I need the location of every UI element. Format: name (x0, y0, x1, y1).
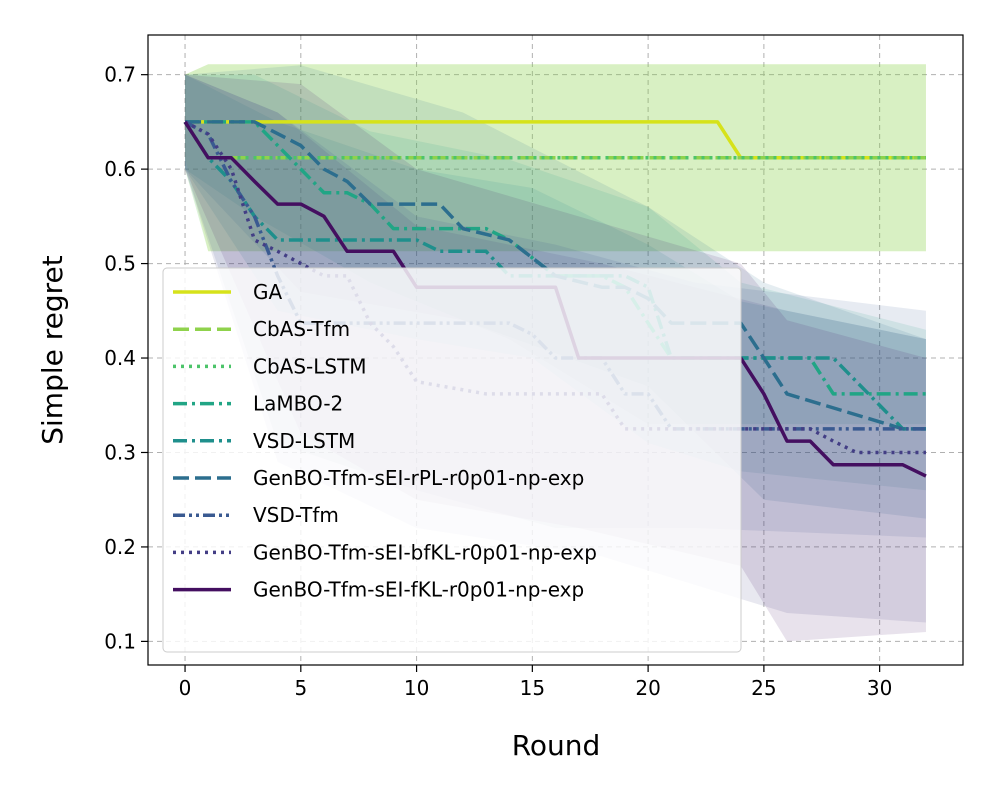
legend-label: GenBO-Tfm-sEI-bfKL-r0p01-np-exp (253, 540, 597, 564)
legend-label: GA (253, 280, 282, 304)
legend-label: GenBO-Tfm-sEI-rPL-r0p01-np-exp (253, 466, 584, 490)
legend-box (162, 267, 742, 653)
y-tick-label: 0.6 (104, 157, 136, 181)
x-tick-label: 5 (294, 676, 307, 700)
y-tick-label: 0.1 (104, 629, 136, 653)
x-tick-label: 0 (179, 676, 192, 700)
legend-label: CbAS-Tfm (253, 317, 350, 341)
line-VSD-LSTM (183, 120, 926, 431)
x-tick-label: 25 (751, 676, 776, 700)
legend: GA CbAS-Tfm CbAS-LSTM LaMBO-2 VSD-LSTM GenBO-… (162, 267, 742, 653)
legend-label: LaMBO-2 (253, 392, 343, 416)
x-tick-label: 20 (635, 676, 660, 700)
plot-frame (147, 34, 964, 666)
x-tick-label: 15 (520, 676, 545, 700)
x-tick-label: 10 (404, 676, 429, 700)
y-tick-label: 0.3 (104, 440, 136, 464)
x-axis-label: Round (512, 729, 601, 762)
legend-label: CbAS-LSTM (253, 354, 367, 378)
y-tick-label: 0.2 (104, 535, 136, 559)
y-axis-label: Simple regret (36, 255, 69, 445)
y-tick-label: 0.7 (104, 63, 136, 87)
legend-label: GenBO-Tfm-sEI-fKL-r0p01-np-exp (253, 578, 584, 602)
y-tick-label: 0.5 (104, 252, 136, 276)
legend-label: VSD-Tfm (253, 503, 339, 527)
legend-label: VSD-LSTM (253, 429, 355, 453)
y-tick-label: 0.4 (104, 346, 136, 370)
axis-ticks: 0 5 10 15 20 25 30 0.1 0.2 0.3 0.4 0.5 0.6 0.7 (104, 63, 892, 700)
x-tick-label: 30 (867, 676, 892, 700)
line-LaMBO-2 (185, 120, 926, 396)
line-VSD-Tfm (184, 120, 926, 431)
